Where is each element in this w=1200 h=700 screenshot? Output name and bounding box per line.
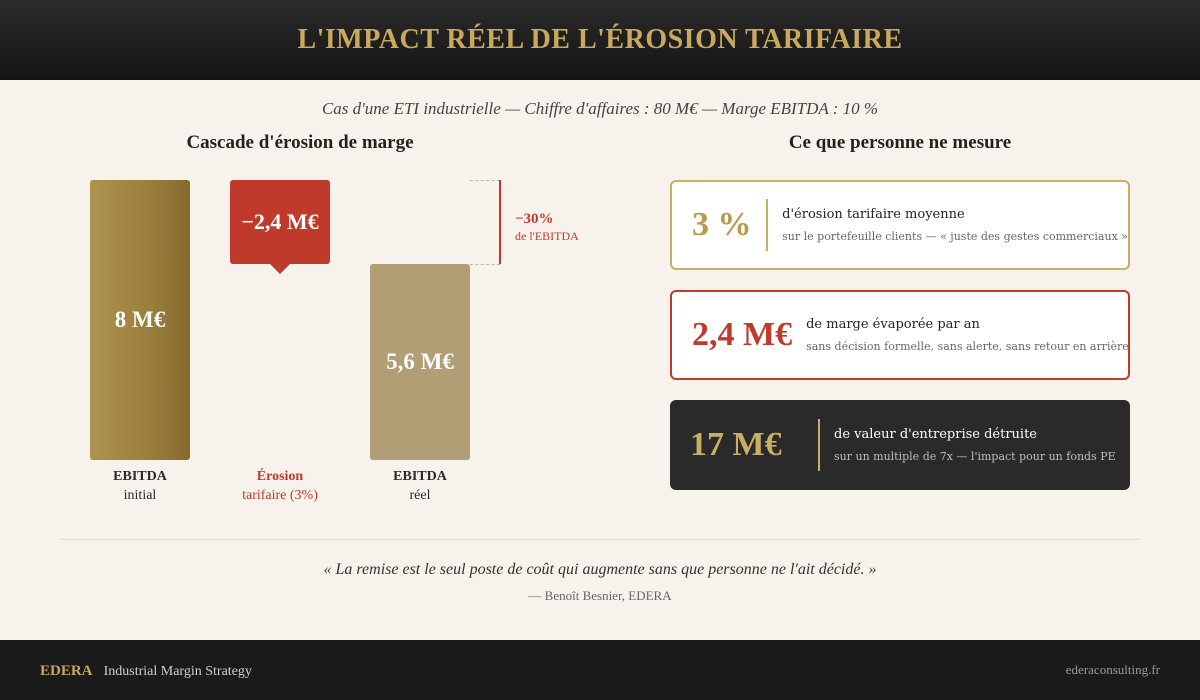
- category-label-erosion: Érosion tarifaire (3%): [210, 467, 350, 505]
- category-label-line1: EBITDA: [113, 469, 167, 484]
- quote-text: « La remise est le seul poste de coût qu…: [323, 561, 877, 578]
- stat-label: de valeur d'entreprise détruite: [834, 427, 1037, 442]
- stat-label: de marge évaporée par an: [806, 317, 980, 332]
- bar-ebitda-reel: 5,6 M€: [370, 264, 470, 460]
- dashed-guide-top: [470, 180, 500, 181]
- stat-card-valeur: 17 M€ de valeur d'entreprise détruite su…: [670, 400, 1130, 490]
- dashed-guide-bottom: [470, 264, 500, 265]
- stat-separator: [766, 199, 769, 251]
- stat-label: d'érosion tarifaire moyenne: [782, 207, 965, 222]
- header: L'IMPACT RÉEL DE L'ÉROSION TARIFAIRE: [0, 0, 1200, 80]
- category-label-line1: EBITDA: [393, 469, 447, 484]
- stat-value: 2,4 M€: [692, 316, 793, 353]
- quote-author: — Benoît Besnier, EDERA: [528, 588, 672, 603]
- right-panel-title: Ce que personne ne mesure: [788, 132, 1012, 153]
- footer-brand-logo: EDERA: [40, 663, 93, 679]
- stat-detail: sur le portefeuille clients — « juste de…: [782, 230, 1128, 243]
- loss-bracket: [499, 180, 501, 264]
- bar-ebitda-initial: 8 M€: [90, 180, 190, 460]
- subtitle: Cas d'une ETI industrielle — Chiffre d'a…: [321, 99, 879, 118]
- category-label-line2: tarifaire (3%): [242, 488, 318, 503]
- stat-detail: sans décision formelle, sans alerte, san…: [806, 340, 1129, 353]
- category-label-line2: réel: [409, 488, 431, 503]
- loss-percent-label: de l'EBITDA: [515, 229, 579, 243]
- erosion-arrow-down-icon: [270, 264, 290, 274]
- stat-card-erosion: 3 % d'érosion tarifaire moyenne sur le p…: [670, 180, 1130, 270]
- loss-annotation: −30% de l'EBITDA: [515, 211, 579, 244]
- stat-detail: sur un multiple de 7x — l'impact pour un…: [834, 450, 1116, 463]
- category-label-line1: Érosion: [256, 469, 304, 484]
- stat-value: 17 M€: [690, 426, 782, 463]
- footer-tagline: Industrial Margin Strategy: [103, 664, 252, 679]
- stat-separator: [818, 419, 820, 471]
- category-label-line2: initial: [123, 488, 157, 503]
- bar-erosion: −2,4 M€: [230, 180, 330, 264]
- loss-percent: −30%: [515, 211, 554, 227]
- category-label-initial: EBITDA initial: [70, 467, 210, 505]
- footer: EDERA Industrial Margin Strategy ederaco…: [0, 640, 1200, 700]
- divider: [60, 539, 1140, 540]
- stat-card-marge: 2,4 M€ de marge évaporée par an sans déc…: [670, 290, 1130, 380]
- page-title: L'IMPACT RÉEL DE L'ÉROSION TARIFAIRE: [297, 24, 903, 55]
- category-label-reel: EBITDA réel: [350, 467, 490, 505]
- stat-value: 3 %: [692, 206, 752, 243]
- chart-title: Cascade d'érosion de marge: [186, 132, 414, 153]
- footer-site-link[interactable]: ederaconsulting.fr: [1065, 662, 1160, 677]
